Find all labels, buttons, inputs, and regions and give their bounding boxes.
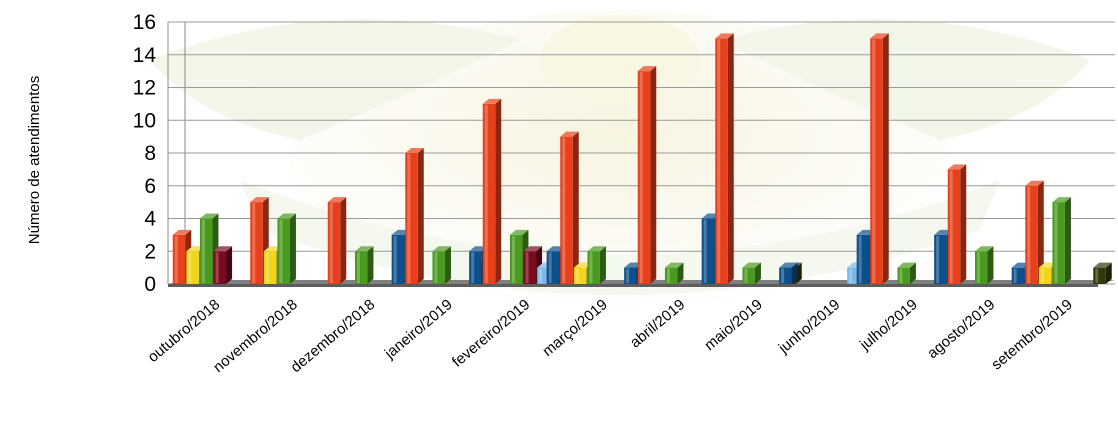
- bar: [560, 131, 579, 284]
- bar: [587, 246, 606, 284]
- x-tick-label: setembro/2019: [988, 296, 1076, 373]
- x-tick-label: dezembro/2018: [288, 296, 379, 376]
- y-tick-label: 4: [144, 208, 156, 231]
- bar: [637, 66, 657, 284]
- bar: [1052, 197, 1071, 284]
- y-tick-label: 16: [133, 11, 156, 34]
- x-tick-label: julho/2019: [856, 296, 921, 354]
- x-tick-label: agosto/2019: [924, 296, 998, 362]
- bar: [327, 197, 347, 284]
- bar: [432, 246, 451, 284]
- y-tick-label: 14: [133, 44, 157, 67]
- x-tick-label: maio/2019: [701, 296, 766, 354]
- x-tick-label: outubro/2018: [145, 296, 224, 366]
- x-tick-label: fevereiro/2019: [449, 296, 533, 371]
- y-tick-label: 0: [144, 273, 156, 296]
- y-tick-label: 8: [144, 142, 156, 165]
- bar: [664, 262, 684, 284]
- bar: [213, 246, 233, 284]
- bar: [974, 246, 994, 284]
- x-tick-label: junho/2019: [775, 296, 844, 357]
- bar: [1025, 180, 1044, 284]
- y-tick-label: 10: [133, 109, 156, 132]
- bar: [779, 262, 798, 284]
- bar: [354, 246, 374, 284]
- y-tick-label: 12: [133, 77, 156, 100]
- bar: [1093, 262, 1112, 284]
- y-tick-label: 6: [144, 175, 156, 198]
- y-tick-label: 2: [144, 240, 156, 263]
- bar: [947, 164, 967, 284]
- bar: [715, 33, 734, 284]
- watermark-emblem: [150, 10, 1090, 310]
- bar: [405, 148, 424, 284]
- bar: [482, 98, 502, 284]
- x-tick-label: janeiro/2019: [381, 296, 456, 363]
- bar: [897, 262, 916, 284]
- chart-floor-edge: [168, 284, 1098, 287]
- bar: [277, 213, 296, 284]
- bar: [742, 262, 761, 284]
- bar: [870, 33, 889, 284]
- y-axis-label: Número de atendimentos: [26, 76, 43, 244]
- bar: [523, 246, 543, 284]
